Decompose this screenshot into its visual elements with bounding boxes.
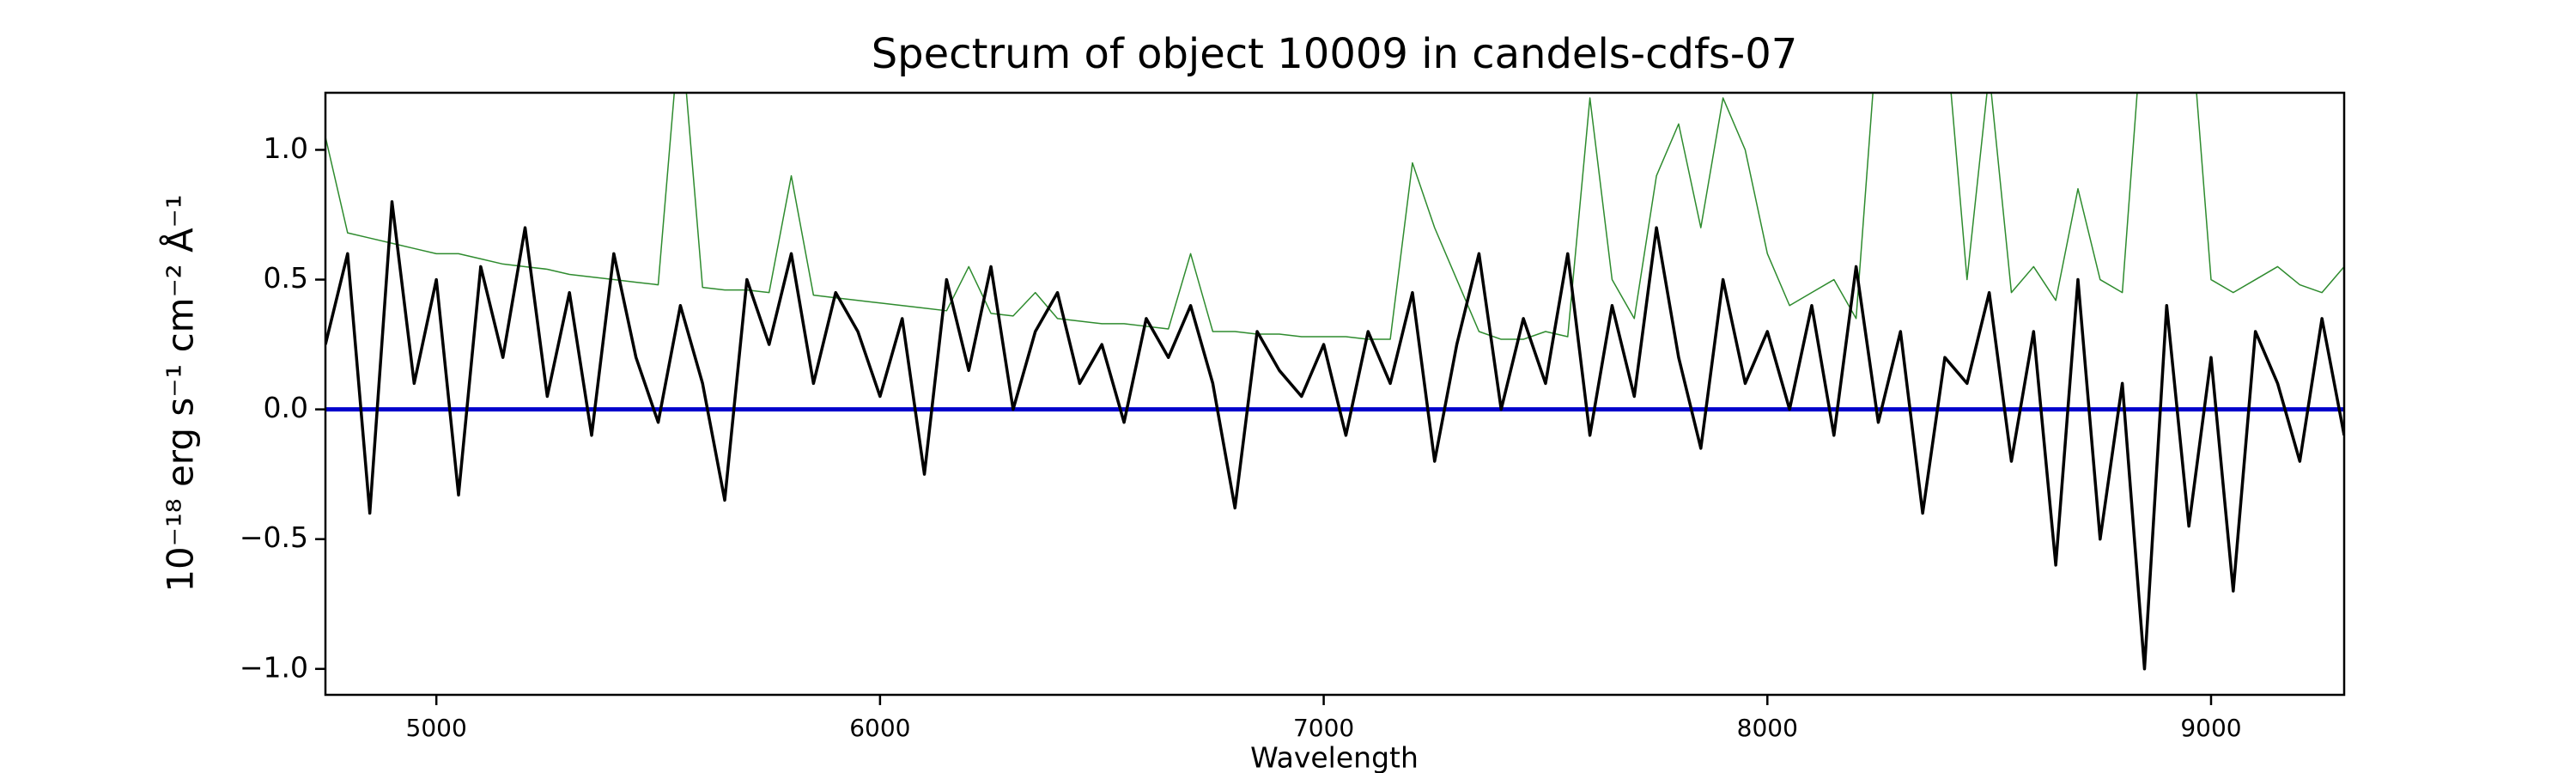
- x-tick-label: 6000: [849, 714, 910, 742]
- y-tick-label: 1.0: [264, 131, 308, 165]
- x-axis-label: Wavelength: [1250, 741, 1419, 773]
- y-tick-label: −0.5: [240, 520, 308, 554]
- x-tick-label: 9000: [2180, 714, 2241, 742]
- chart-title: Spectrum of object 10009 in candels-cdfs…: [872, 30, 1798, 78]
- y-tick-label: 0.0: [264, 391, 308, 424]
- y-tick-label: −1.0: [240, 650, 308, 684]
- x-tick-label: 5000: [406, 714, 467, 742]
- x-tick-label: 8000: [1737, 714, 1798, 742]
- y-axis-label: 10⁻¹⁸ erg s⁻¹ cm⁻² Å⁻¹: [159, 194, 202, 592]
- y-tick-label: 0.5: [264, 261, 308, 295]
- axes-frame: [324, 91, 2346, 697]
- x-tick-label: 7000: [1293, 714, 1354, 742]
- data-line: [325, 93, 2344, 340]
- data-line: [325, 200, 2344, 671]
- plot-area: [325, 93, 2344, 671]
